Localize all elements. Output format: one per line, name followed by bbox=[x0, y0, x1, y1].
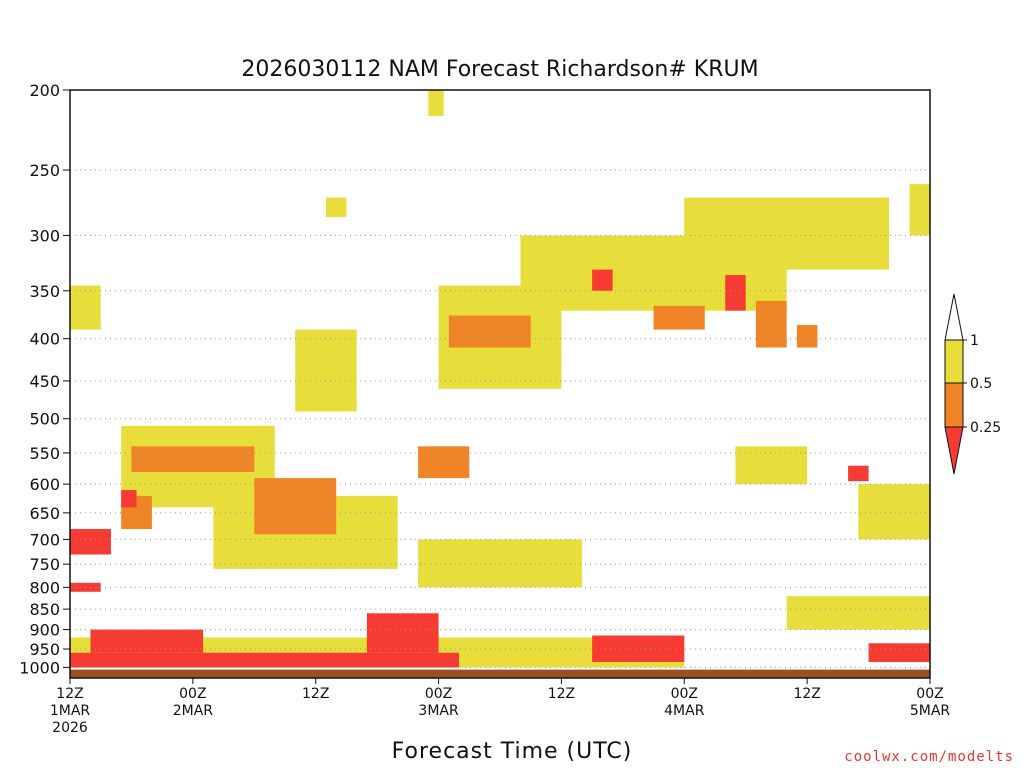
x-tick-label: 00Z bbox=[916, 686, 943, 702]
ri-region-0_25 bbox=[725, 275, 746, 311]
y-tick-label: 350 bbox=[29, 282, 60, 301]
y-tick-label: 800 bbox=[29, 578, 60, 597]
legend-label: 0.25 bbox=[970, 420, 1001, 436]
ri-region-1 bbox=[325, 197, 347, 218]
ri-region-0_5 bbox=[254, 478, 337, 535]
ri-region-0_25 bbox=[70, 652, 460, 668]
x-tick-label: 12Z bbox=[302, 686, 329, 702]
x-tick-label: 12Z bbox=[56, 686, 83, 702]
plot-frame bbox=[69, 89, 931, 679]
y-tick-label: 650 bbox=[29, 504, 60, 523]
x-tick-label: 00Z bbox=[425, 686, 452, 702]
ri-region-1 bbox=[909, 184, 930, 236]
y-tick-label: 750 bbox=[29, 555, 60, 574]
below-ground-layer bbox=[70, 669, 930, 678]
y-tick-label: 300 bbox=[29, 226, 60, 245]
y-tick-label: 700 bbox=[29, 530, 60, 549]
y-axis-ticks: 200 250 300 350 400 450 500 550 600 650 700 750 800 8… bbox=[19, 81, 70, 677]
x-tick-label: 12Z bbox=[548, 686, 575, 702]
ri-region-1 bbox=[786, 596, 930, 630]
ri-region-0_25 bbox=[70, 529, 111, 555]
pressure-gridlines bbox=[70, 169, 930, 668]
ri-region-1 bbox=[70, 285, 101, 330]
color-legend: 1 0.5 0.25 bbox=[944, 293, 1001, 475]
y-tick-label: 500 bbox=[29, 410, 60, 429]
x-tick-label: 2MAR bbox=[173, 703, 214, 719]
ri-region-0_25 bbox=[90, 629, 204, 653]
x-axis-label: Forecast Time (UTC) bbox=[392, 739, 633, 764]
ri-region-1 bbox=[418, 539, 582, 588]
ri-region-0_25 bbox=[366, 613, 439, 653]
x-tick-label: 2026 bbox=[52, 720, 88, 736]
ri-region-0_5 bbox=[448, 315, 531, 348]
ri-region-0_5 bbox=[796, 324, 818, 348]
chart-title: 2026030112 NAM Forecast Richardson# KRUM bbox=[241, 57, 758, 82]
ri-region-0_25 bbox=[868, 643, 930, 662]
ri-region-0_25 bbox=[848, 465, 869, 482]
legend-swatch bbox=[944, 382, 964, 428]
ri-region-1 bbox=[295, 329, 357, 412]
ri-region-1 bbox=[684, 197, 890, 270]
y-tick-label: 550 bbox=[29, 444, 60, 463]
ri-region-1 bbox=[858, 484, 930, 540]
ri-region-0_25 bbox=[121, 490, 137, 508]
legend-label: 1 bbox=[970, 333, 979, 349]
x-tick-label: 00Z bbox=[179, 686, 206, 702]
y-tick-label: 200 bbox=[29, 81, 60, 100]
ri-region-0_25 bbox=[592, 269, 613, 291]
ri-region-0_5 bbox=[418, 446, 470, 479]
y-tick-label: 1000 bbox=[19, 658, 60, 677]
x-tick-label: 3MAR bbox=[418, 703, 459, 719]
y-tick-label: 450 bbox=[29, 372, 60, 391]
y-tick-label: 850 bbox=[29, 600, 60, 619]
x-tick-label: 12Z bbox=[793, 686, 820, 702]
ri-region-1 bbox=[428, 90, 444, 116]
x-tick-label: 4MAR bbox=[664, 703, 705, 719]
ri-region-0_25 bbox=[592, 635, 685, 662]
y-tick-label: 600 bbox=[29, 475, 60, 494]
ri-region-0_5 bbox=[755, 300, 787, 348]
legend-swatch bbox=[944, 339, 964, 384]
x-tick-label: 5MAR bbox=[910, 703, 951, 719]
y-tick-label: 950 bbox=[29, 640, 60, 659]
x-tick-label: 00Z bbox=[671, 686, 698, 702]
x-tick-label: 1MAR bbox=[50, 703, 91, 719]
legend-label: 0.5 bbox=[970, 376, 992, 392]
plot-area bbox=[70, 90, 930, 678]
legend-arrow-bottom bbox=[944, 426, 964, 475]
ri-region-1 bbox=[735, 446, 808, 485]
y-tick-label: 400 bbox=[29, 330, 60, 349]
y-tick-label: 250 bbox=[29, 161, 60, 180]
ri-region-0_5 bbox=[131, 446, 255, 472]
ri-region-0_5 bbox=[653, 305, 705, 330]
legend-arrow-top bbox=[944, 293, 964, 341]
y-tick-label: 900 bbox=[29, 621, 60, 640]
source-credit: coolwx.com/modelts bbox=[844, 749, 1014, 765]
